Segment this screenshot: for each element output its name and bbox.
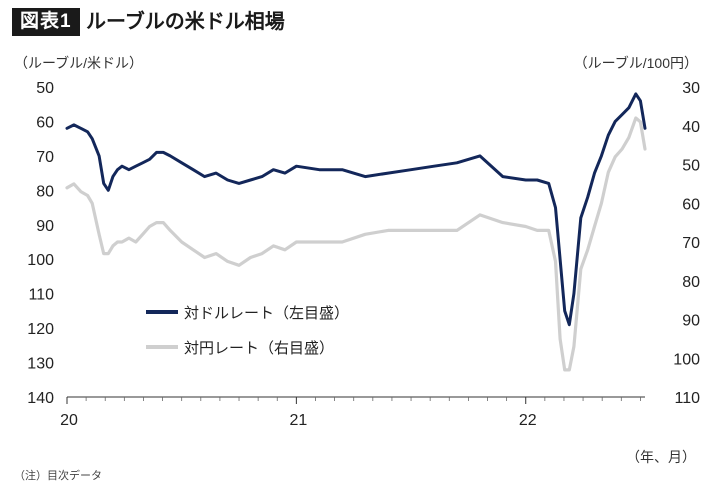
left-tick-label: 70 (36, 149, 54, 166)
legend-label-usd: 対ドルレート（左目盛） (184, 305, 349, 322)
figure-title: ルーブルの米ドル相場 (86, 11, 285, 33)
left-axis-ticks: 50 60 70 80 90 100 110 120 130 140 (27, 80, 54, 407)
figure-badge: 図表1 (12, 8, 80, 36)
legend-label-jpy: 対円レート（右目盛） (184, 340, 334, 357)
source-note: （注）目次データ (14, 470, 102, 482)
x-axis-unit: （年、月） (626, 449, 696, 465)
left-tick-label: 110 (28, 287, 54, 304)
right-axis-unit: （ルーブル/100円） (573, 55, 698, 71)
right-tick-label: 80 (682, 274, 700, 291)
x-tick-label: 21 (289, 412, 307, 429)
left-tick-label: 80 (36, 183, 54, 200)
right-tick-label: 40 (682, 119, 700, 136)
series-layer (65, 92, 647, 372)
left-tick-label: 60 (36, 114, 54, 131)
series-line-jpy (65, 116, 647, 372)
left-axis-unit: （ルーブル/米ドル） (14, 55, 144, 71)
right-tick-label: 100 (673, 351, 700, 368)
legend: 対ドルレート（左目盛） 対円レート（右目盛） (146, 305, 349, 357)
left-tick-label: 90 (36, 218, 54, 235)
right-tick-label: 60 (682, 196, 700, 213)
left-tick-label: 130 (27, 356, 54, 373)
right-axis-ticks: 30 40 50 60 70 80 90 100 110 (673, 80, 700, 407)
x-tick-label: 22 (519, 412, 537, 429)
series-line-usd (65, 92, 647, 327)
right-tick-label: 30 (682, 80, 700, 97)
x-axis-ticks: 20 21 22 (60, 397, 641, 429)
right-tick-label: 110 (674, 390, 700, 407)
left-tick-label: 120 (27, 321, 54, 338)
left-tick-label: 140 (27, 390, 54, 407)
right-tick-label: 90 (682, 313, 700, 330)
right-tick-label: 70 (682, 235, 700, 252)
left-tick-label: 50 (36, 80, 54, 97)
left-tick-label: 100 (27, 252, 54, 269)
right-tick-label: 50 (682, 158, 700, 175)
x-tick-label: 20 (60, 412, 78, 429)
